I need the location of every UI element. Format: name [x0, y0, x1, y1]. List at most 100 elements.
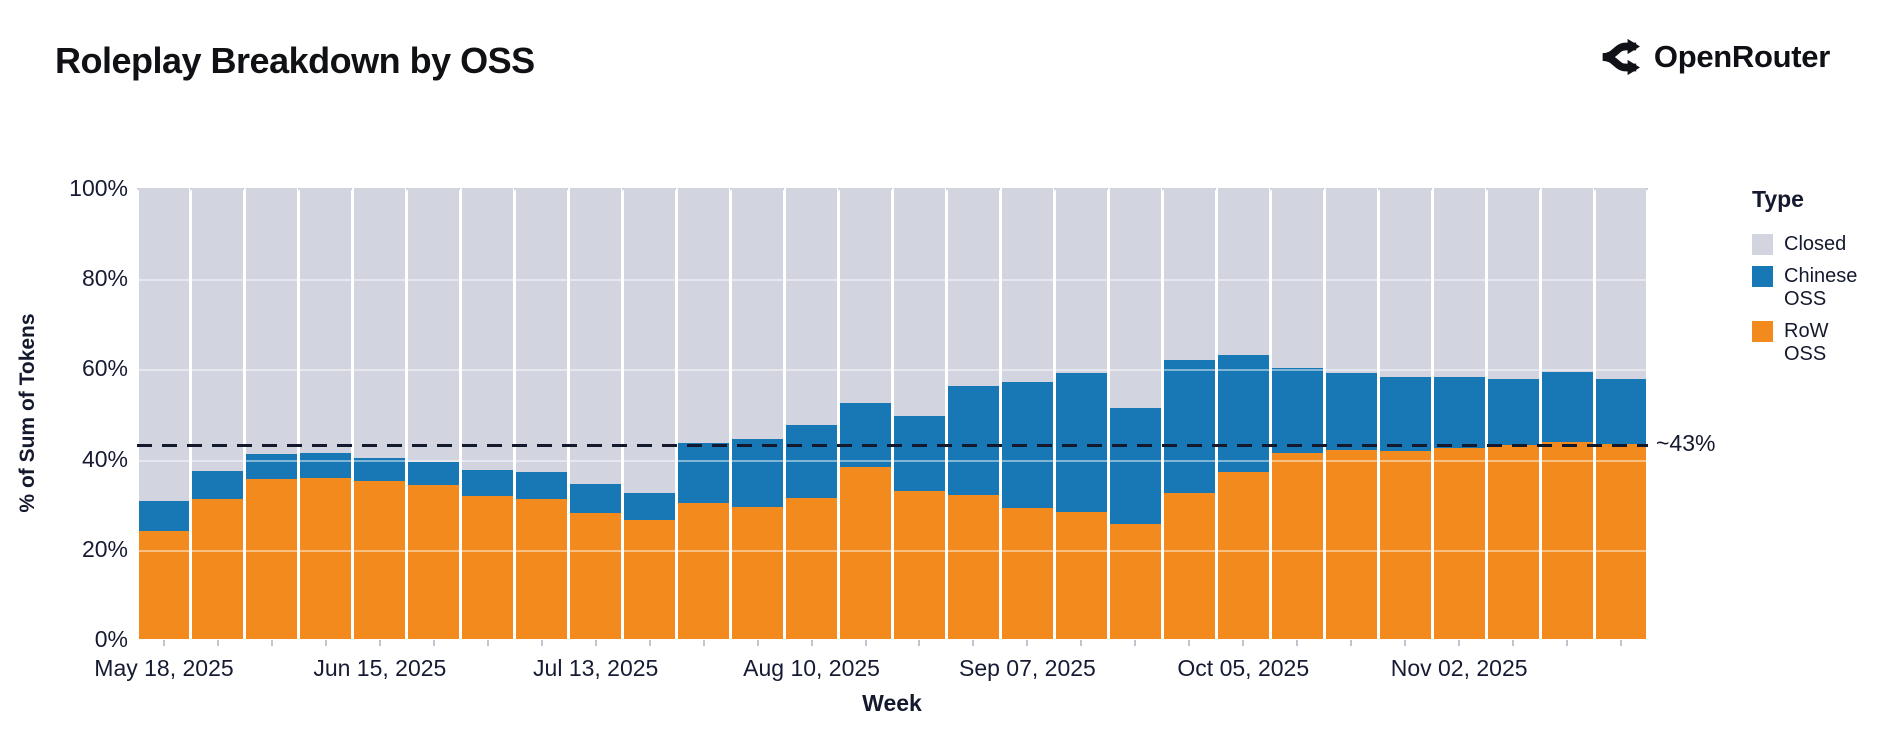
bar-segment-chinese-oss: [192, 471, 244, 500]
stacked-bar: [1325, 188, 1377, 639]
legend-item-closed: Closed: [1752, 233, 1876, 256]
x-minor-tick: [1242, 640, 1245, 646]
bar-segment-chinese-oss: [1325, 373, 1377, 451]
bar-segment-row-oss: [246, 478, 298, 639]
y-axis-title: % of Sum of Tokens: [16, 313, 39, 513]
x-minor-tick: [810, 640, 813, 646]
bar-segment-closed: [1055, 188, 1107, 373]
y-tick-label: 80%: [81, 265, 128, 292]
bar-segment-chinese-oss: [732, 438, 784, 508]
bar-segment-closed: [1001, 188, 1053, 382]
x-minor-tick: [270, 640, 273, 646]
x-minor-tick: [216, 640, 219, 646]
stacked-bar: [300, 188, 352, 639]
bar-segment-closed: [1595, 188, 1647, 379]
y-tick-label: 60%: [81, 355, 128, 382]
bar-segment-row-oss: [624, 519, 676, 639]
legend-item-row-oss: RoW OSS: [1752, 320, 1876, 366]
x-tick-label: Nov 02, 2025: [1390, 655, 1528, 681]
bar-segment-chinese-oss: [786, 424, 838, 498]
bar-segment-closed: [192, 188, 244, 472]
stacked-bar: [354, 188, 406, 639]
bar-segment-chinese-oss: [408, 461, 460, 485]
stacked-bar: [570, 188, 622, 639]
bar-segment-chinese-oss: [462, 469, 514, 497]
x-tick-label: Jul 13, 2025: [533, 655, 659, 681]
gridline-20: [137, 549, 1648, 552]
x-minor-tick: [918, 640, 921, 646]
bar-segment-row-oss: [1541, 442, 1593, 639]
x-minor-tick: [1458, 640, 1461, 646]
x-minor-tick: [1080, 640, 1083, 646]
stacked-bar: [840, 188, 891, 639]
x-minor-tick: [1350, 640, 1353, 646]
bar-segment-closed: [840, 188, 891, 403]
x-minor-tick: [1404, 640, 1407, 646]
bar-segment-closed: [1541, 188, 1593, 372]
bar-segment-row-oss: [462, 496, 514, 639]
x-minor-tick: [162, 640, 165, 646]
bar-segment-closed: [894, 188, 945, 417]
bar-segment-closed: [354, 188, 406, 458]
bar-segment-row-oss: [1055, 512, 1107, 639]
bar-segment-closed: [1109, 188, 1161, 409]
legend-label: Chinese OSS: [1784, 265, 1858, 310]
bar-segment-closed: [1433, 188, 1485, 377]
bar-segment-closed: [246, 188, 298, 454]
x-tick-label: Jun 15, 2025: [313, 655, 447, 681]
bar-segment-chinese-oss: [300, 452, 352, 478]
legend-label: Closed: [1784, 233, 1847, 255]
x-axis-title: Week: [862, 690, 922, 716]
x-minor-tick: [486, 640, 489, 646]
bar-segment-row-oss: [678, 502, 730, 639]
stacked-bar: [1109, 188, 1161, 639]
bar-segment-row-oss: [894, 490, 945, 639]
stacked-bar: [1487, 188, 1539, 639]
stacked-bar: [1055, 188, 1107, 639]
x-minor-tick: [1188, 640, 1191, 646]
annotation-dashed-line: [137, 444, 1648, 448]
x-tick-label: Sep 07, 2025: [958, 655, 1096, 681]
x-minor-tick: [864, 640, 867, 646]
bar-segment-closed: [138, 188, 190, 502]
x-minor-tick: [972, 640, 975, 646]
bar-segment-closed: [624, 188, 676, 493]
x-minor-tick: [1566, 640, 1569, 646]
page-title: Roleplay Breakdown by OSS: [55, 40, 535, 81]
stacked-bar: [1217, 188, 1269, 639]
bar-segment-closed: [678, 188, 730, 443]
legend-swatch: [1752, 266, 1773, 287]
x-minor-tick: [648, 640, 651, 646]
bar-segment-row-oss: [1109, 524, 1161, 639]
bar-segment-row-oss: [516, 499, 568, 639]
bar-segment-row-oss: [786, 497, 838, 639]
x-minor-tick: [1296, 640, 1299, 646]
bar-segment-row-oss: [1595, 444, 1647, 639]
brand-logo: OpenRouter: [1598, 36, 1830, 78]
y-tick-label: 20%: [81, 535, 128, 562]
stacked-bar: [894, 188, 945, 639]
brand-name: OpenRouter: [1653, 39, 1830, 74]
bar-segment-chinese-oss: [840, 402, 891, 468]
bar-segment-row-oss: [1325, 450, 1377, 639]
stacked-bar: [1595, 188, 1647, 639]
bar-segment-closed: [786, 188, 838, 425]
y-tick-label: 100%: [69, 175, 128, 201]
bar-segment-chinese-oss: [516, 471, 568, 500]
bar-segment-closed: [408, 188, 460, 462]
x-minor-tick: [594, 640, 597, 646]
y-tick-label: 0%: [94, 626, 128, 652]
bar-segment-row-oss: [947, 494, 999, 639]
bar-segment-chinese-oss: [1487, 379, 1539, 445]
legend-label: RoW OSS: [1784, 320, 1829, 365]
bar-segment-closed: [1487, 188, 1539, 380]
bar-segment-row-oss: [732, 507, 784, 639]
bar-segment-closed: [516, 188, 568, 472]
bar-segment-chinese-oss: [678, 442, 730, 503]
bar-segment-chinese-oss: [624, 492, 676, 520]
bar-segment-chinese-oss: [1379, 376, 1431, 451]
bar-segment-closed: [1217, 188, 1269, 355]
bar-segment-row-oss: [408, 484, 460, 639]
bar-segment-closed: [462, 188, 514, 470]
legend-item-chinese-oss: Chinese OSS: [1752, 265, 1876, 311]
